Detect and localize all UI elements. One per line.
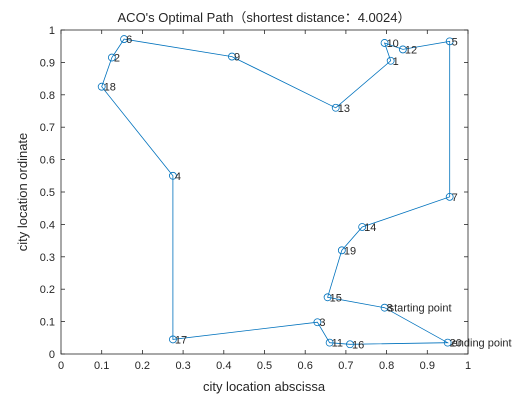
y-tick-label: 0.2 bbox=[40, 284, 55, 296]
x-tick-label: 0.7 bbox=[338, 360, 353, 372]
y-tick-label: 0.1 bbox=[40, 317, 55, 329]
annotation-end: ending point bbox=[452, 338, 512, 350]
city-marker-5 bbox=[445, 37, 454, 46]
city-marker-16 bbox=[346, 340, 354, 349]
y-tick-label: 1 bbox=[49, 25, 55, 37]
city-label-10: 10 bbox=[387, 38, 399, 50]
y-tick-label: 0.9 bbox=[40, 57, 55, 69]
route-line bbox=[101, 38, 451, 345]
city-marker-1 bbox=[386, 56, 395, 65]
y-tick-label: 0 bbox=[49, 349, 55, 361]
x-tick-label: 0 bbox=[58, 360, 64, 372]
y-tick-label: 0.5 bbox=[40, 187, 55, 199]
city-label-16: 16 bbox=[352, 339, 364, 351]
y-tick-labels: 0 0.1 0.2 0.3 0.4 0.5 0.6 0.7 0.8 0.9 1 bbox=[40, 25, 55, 361]
city-marker-3 bbox=[313, 318, 322, 327]
y-tick-label: 0.8 bbox=[40, 90, 55, 102]
city-label-3: 3 bbox=[319, 317, 325, 329]
x-tick-label: 0.6 bbox=[298, 360, 313, 372]
x-tick-labels: 0 0.1 0.2 0.3 0.4 0.5 0.6 0.7 0.8 0.9 1 bbox=[58, 360, 471, 372]
city-label-20: 20 bbox=[450, 338, 462, 350]
city-marker-9 bbox=[228, 52, 236, 61]
y-tick-label: 0.4 bbox=[40, 219, 55, 231]
route-annotations: starting point ending point bbox=[389, 303, 512, 350]
city-label-8: 8 bbox=[387, 303, 393, 315]
city-marker-15 bbox=[323, 293, 332, 302]
city-marker-2 bbox=[107, 53, 116, 62]
city-marker-12 bbox=[398, 45, 407, 54]
city-marker-7 bbox=[445, 192, 454, 201]
city-label-7: 7 bbox=[452, 192, 458, 204]
city-marker-6 bbox=[120, 35, 128, 43]
x-tick-label: 0.3 bbox=[175, 360, 190, 372]
city-marker-20 bbox=[443, 338, 452, 347]
city-label-5: 5 bbox=[452, 36, 458, 48]
y-axis-label: city location ordinate bbox=[15, 133, 30, 252]
city-label-2: 2 bbox=[114, 53, 120, 65]
x-tick-label: 0.8 bbox=[379, 360, 394, 372]
x-axis-label: city location abscissa bbox=[203, 379, 326, 394]
city-marker-14 bbox=[358, 223, 367, 231]
city-label-4: 4 bbox=[175, 171, 181, 183]
city-marker-18 bbox=[97, 82, 106, 91]
city-label-1: 1 bbox=[393, 56, 399, 68]
city-marker-8 bbox=[380, 303, 389, 312]
city-marker-19 bbox=[337, 246, 346, 255]
city-label-6: 6 bbox=[126, 34, 132, 46]
axis-ticks bbox=[60, 29, 469, 355]
y-tick-label: 0.6 bbox=[40, 155, 55, 167]
annotation-start: starting point bbox=[389, 303, 452, 315]
city-label-17: 17 bbox=[175, 334, 187, 346]
city-label-12: 12 bbox=[405, 44, 417, 56]
city-label-13: 13 bbox=[338, 103, 350, 115]
x-tick-label: 0.5 bbox=[257, 360, 272, 372]
city-label-11: 11 bbox=[332, 338, 343, 350]
city-marker-11 bbox=[325, 338, 334, 347]
city-marker-4 bbox=[169, 171, 177, 180]
x-tick-label: 0.1 bbox=[94, 360, 109, 372]
city-label-15: 15 bbox=[330, 292, 342, 304]
x-tick-label: 0.2 bbox=[135, 360, 150, 372]
city-marker-17 bbox=[169, 335, 177, 344]
city-label-18: 18 bbox=[104, 82, 116, 94]
x-tick-label: 0.9 bbox=[420, 360, 435, 372]
y-tick-label: 0.3 bbox=[40, 252, 55, 264]
city-label-9: 9 bbox=[234, 52, 240, 64]
y-tick-label: 0.7 bbox=[40, 122, 55, 134]
x-tick-label: 0.4 bbox=[216, 360, 231, 372]
city-marker-13 bbox=[331, 103, 340, 112]
city-marker-10 bbox=[380, 39, 389, 47]
chart-title: ACO's Optimal Path（shortest distance：4.0… bbox=[118, 10, 411, 25]
city-markers bbox=[97, 35, 454, 349]
city-label-19: 19 bbox=[344, 245, 356, 257]
city-label-14: 14 bbox=[364, 222, 376, 234]
x-tick-label: 1 bbox=[465, 360, 471, 372]
